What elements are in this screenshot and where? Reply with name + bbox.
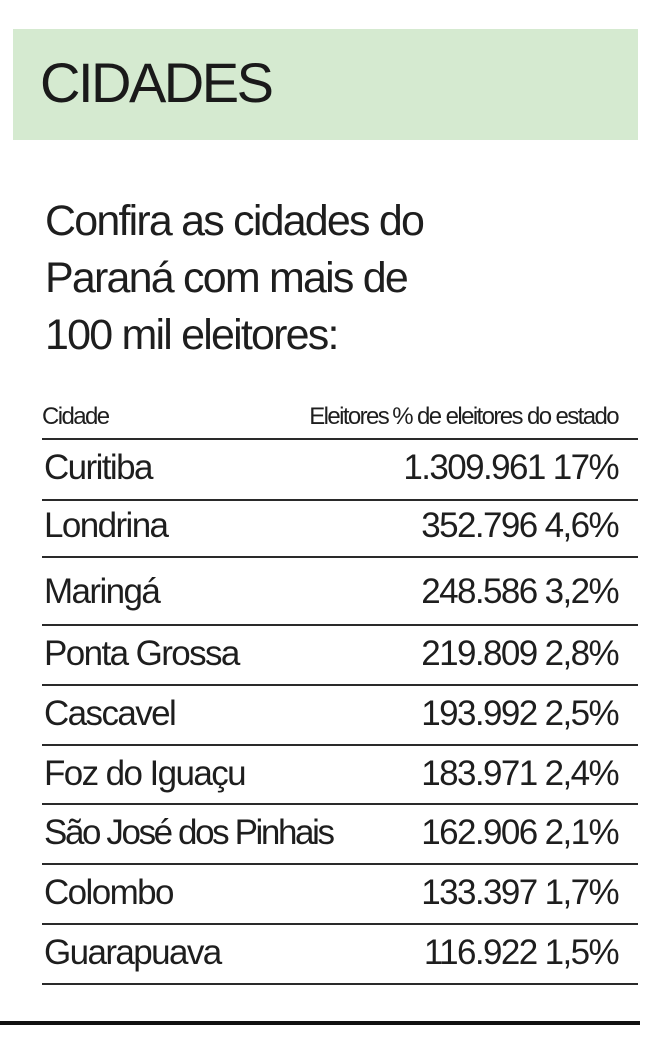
voters-count: 219.809 [421, 634, 538, 673]
column-header-city: Cidade [42, 403, 110, 430]
voters-share: 2,5% [544, 694, 620, 733]
table-row: Foz do Iguaçu 183.971 2,4% [42, 746, 638, 805]
table-row: Cascavel 193.992 2,5% [42, 686, 638, 746]
intro-line: 100 mil eleitores: [45, 311, 339, 359]
row-values: 219.809 2,8% [421, 634, 620, 674]
voters-share: 2,4% [544, 754, 620, 793]
column-headers-right: Eleitores% de eleitores do estado [309, 403, 619, 431]
intro-text: Confira as cidades do Paraná com mais de… [45, 193, 515, 364]
voters-count: 193.992 [421, 694, 538, 733]
column-header-voters: Eleitores [309, 403, 390, 430]
city-name: Foz do Iguaçu [44, 754, 247, 793]
row-values: 133.397 1,7% [421, 873, 620, 913]
table-row: Guarapuava 116.922 1,5% [42, 925, 638, 985]
voters-share: 17% [552, 448, 620, 487]
table-row: Ponta Grossa 219.809 2,8% [42, 626, 638, 686]
city-name: Guarapuava [44, 933, 222, 972]
row-values: 352.796 4,6% [421, 506, 620, 546]
row-values: 193.992 2,5% [421, 694, 620, 734]
table-row: Londrina 352.796 4,6% [42, 501, 638, 558]
section-title: CIDADES [40, 51, 274, 114]
voters-share: 1,7% [544, 873, 620, 912]
section-header-band: CIDADES [13, 29, 638, 140]
voters-count: 248.586 [421, 572, 538, 611]
table-row: São José dos Pinhais 162.906 2,1% [42, 805, 638, 865]
city-name: Colombo [44, 873, 174, 912]
voters-count: 352.796 [421, 506, 538, 545]
voters-share: 4,6% [544, 506, 620, 545]
cities-table: Cidade Eleitores% de eleitores do estado… [42, 398, 638, 985]
row-values: 116.922 1,5% [423, 933, 620, 973]
voters-count: 116.922 [423, 933, 538, 972]
city-name: São José dos Pinhais [44, 813, 335, 852]
intro-line: Paraná com mais de [45, 254, 409, 302]
voters-count: 1.309.961 [403, 448, 546, 487]
bottom-divider [0, 1021, 640, 1025]
row-values: 183.971 2,4% [421, 754, 620, 794]
table-row: Curitiba 1.309.961 17% [42, 440, 638, 501]
table-row: Colombo 133.397 1,7% [42, 865, 638, 925]
voters-count: 133.397 [421, 873, 538, 912]
row-values: 248.586 3,2% [421, 572, 620, 612]
city-name: Cascavel [44, 694, 177, 733]
voters-share: 2,8% [544, 634, 620, 673]
row-values: 1.309.961 17% [403, 448, 620, 488]
voters-count: 183.971 [421, 754, 538, 793]
city-name: Ponta Grossa [44, 634, 240, 673]
table-header: Cidade Eleitores% de eleitores do estado [42, 398, 638, 440]
city-name: Londrina [44, 506, 169, 545]
voters-count: 162.906 [421, 813, 538, 852]
city-name: Maringá [44, 572, 161, 611]
column-header-share: % de eleitores do estado [392, 403, 619, 430]
intro-line: Confira as cidades do [45, 197, 425, 245]
city-name: Curitiba [44, 448, 153, 487]
row-values: 162.906 2,1% [421, 813, 620, 853]
voters-share: 3,2% [544, 572, 620, 611]
voters-share: 1,5% [544, 933, 620, 972]
table-row: Maringá 248.586 3,2% [42, 558, 638, 626]
voters-share: 2,1% [544, 813, 620, 852]
